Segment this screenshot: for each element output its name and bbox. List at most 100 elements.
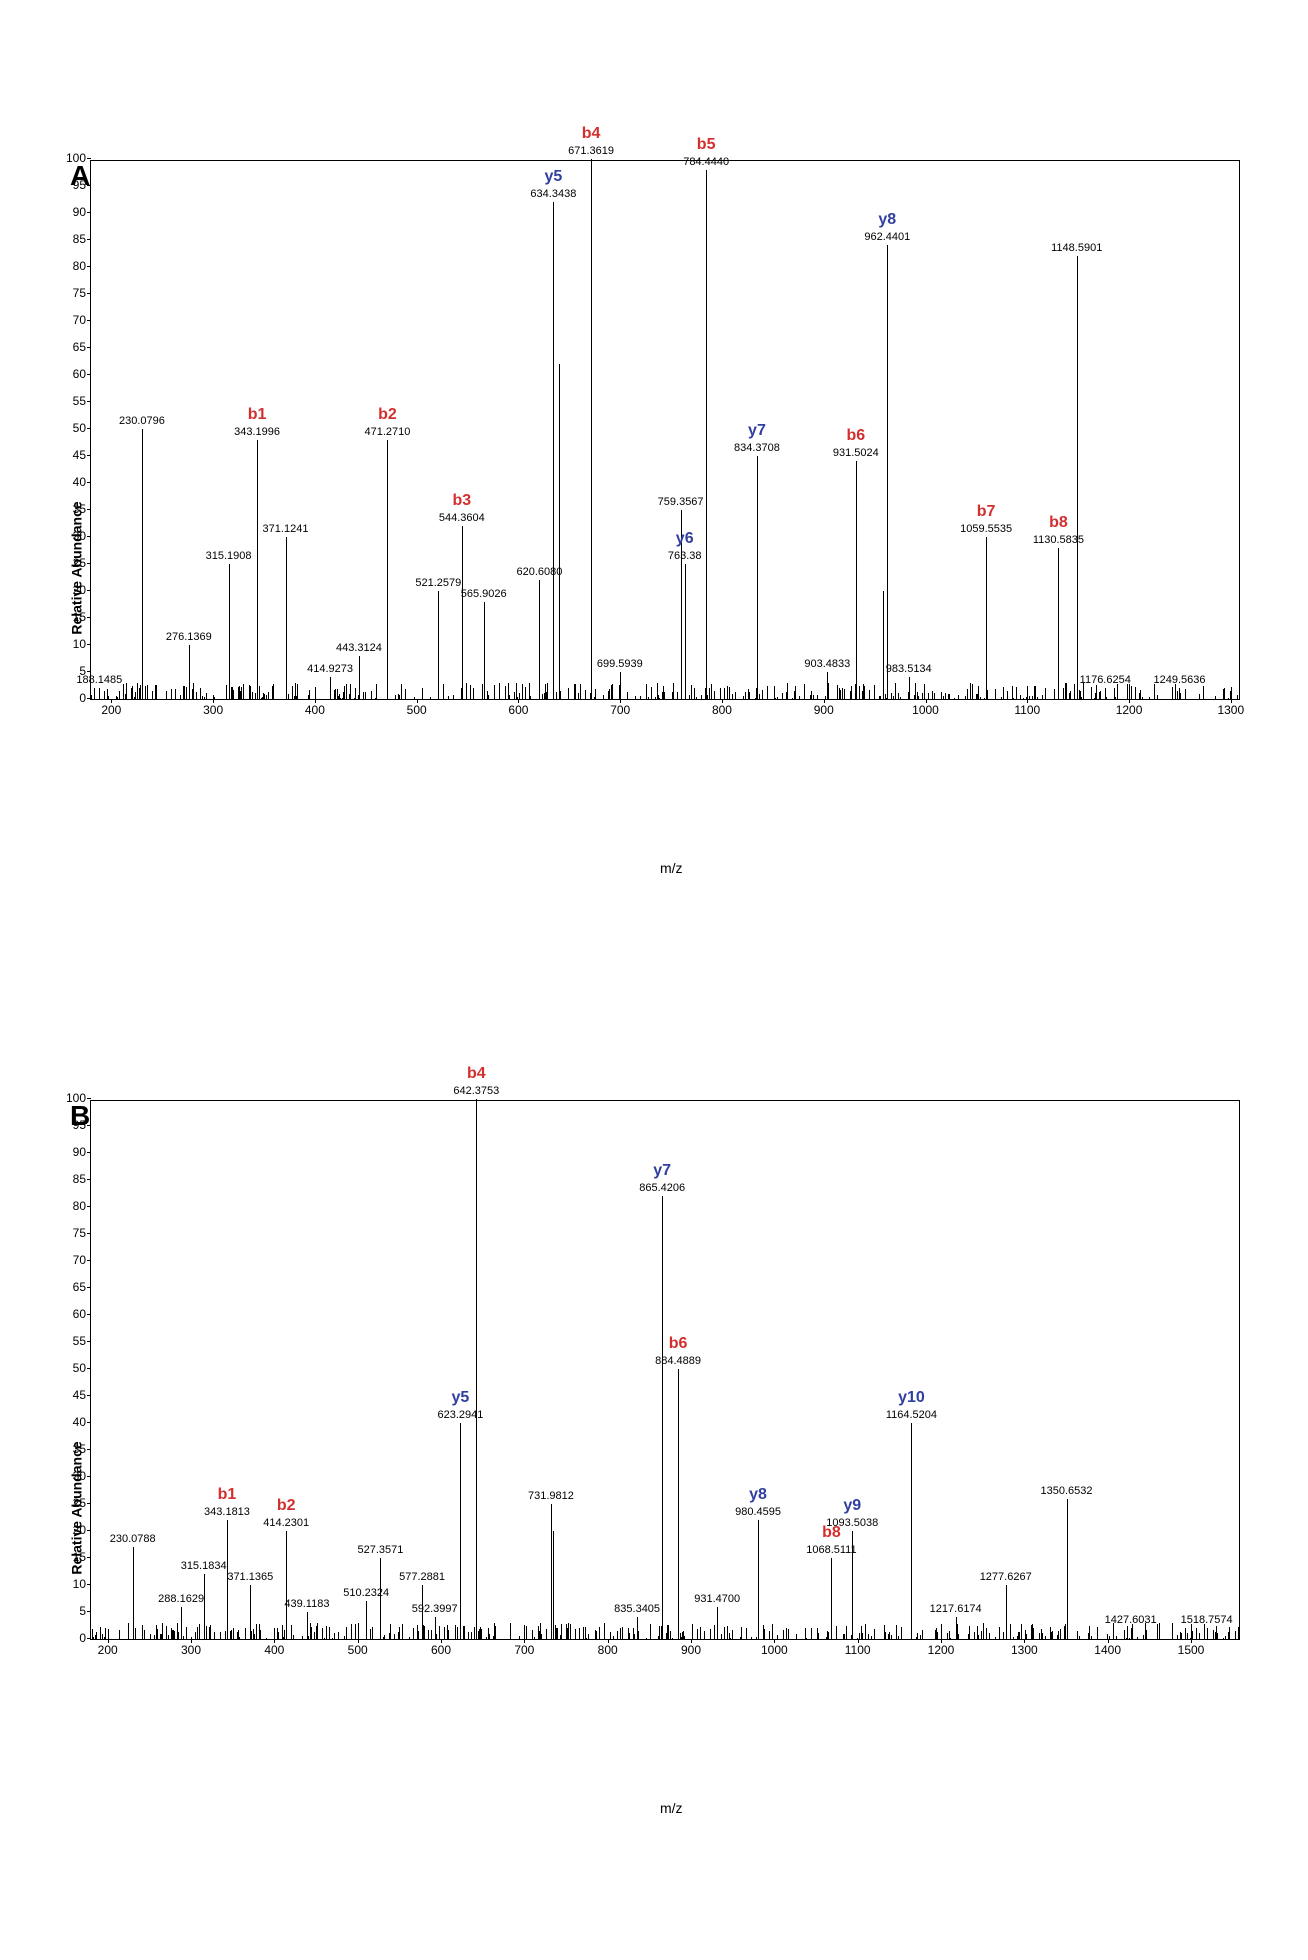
y-tick: 50 [56, 421, 86, 435]
x-tick: 600 [431, 1643, 451, 1657]
spectrum-peak [1006, 1585, 1007, 1639]
x-tick: 200 [101, 703, 121, 717]
x-tick: 1300 [1217, 703, 1244, 717]
spectrum-peak [1067, 1499, 1068, 1639]
peak-mz-label: 371.1241 [263, 523, 309, 535]
ion-annotation: b4 [582, 125, 601, 143]
ion-annotation: y8 [749, 1486, 767, 1504]
ion-annotation: y8 [878, 211, 896, 229]
main-chart-b: 0510152025303540455055606570758085909510… [90, 1100, 1240, 1640]
peak-mz-label: 865.4206 [639, 1182, 685, 1194]
ion-annotation: b6 [846, 427, 865, 445]
peak-mz-label: 784.4440 [683, 156, 729, 168]
peak-mz-label: 230.0796 [119, 415, 165, 427]
ion-annotation: b8 [1049, 514, 1068, 532]
peak-mz-label: 544.3604 [439, 512, 485, 524]
spectrum-peak [438, 591, 439, 699]
spectrum-peak [229, 564, 230, 699]
y-tick: 25 [56, 1496, 86, 1510]
peak-mz-label: 577.2881 [399, 1571, 445, 1583]
spectrum-peak [553, 1531, 554, 1639]
peak-mz-label: 1148.5901 [1051, 242, 1102, 254]
peak-mz-label: 414.9273 [307, 663, 353, 675]
ion-annotation: y7 [653, 1162, 671, 1180]
y-tick: 85 [56, 1172, 86, 1186]
spectrum-peak [476, 1099, 477, 1639]
peak-mz-label: 1518.7574 [1181, 1614, 1233, 1626]
peak-mz-label: 1176.6254 [1080, 674, 1131, 686]
y-tick: 0 [56, 691, 86, 705]
x-tick: 400 [264, 1643, 284, 1657]
spectrum-peak [204, 1574, 205, 1639]
peak-mz-label: 634.3438 [530, 188, 576, 200]
peak-mz-label: 439.1183 [284, 1598, 329, 1610]
y-tick: 35 [56, 1442, 86, 1456]
spectrum-peak [133, 1547, 134, 1639]
x-tick: 1000 [761, 1643, 788, 1657]
y-tick: 100 [56, 1091, 86, 1105]
spectrum-peak [887, 245, 888, 699]
ion-annotation: b5 [697, 136, 716, 154]
x-tick: 700 [610, 703, 630, 717]
peak-mz-label: 642.3753 [453, 1085, 499, 1097]
x-tick: 1100 [1014, 703, 1040, 717]
spectrum-peak [662, 1196, 663, 1639]
x-tick: 600 [508, 703, 528, 717]
peak-mz-label: 443.3124 [336, 642, 382, 654]
y-tick: 40 [56, 475, 86, 489]
peak-mz-label: 565.9026 [461, 588, 507, 600]
y-tick: 55 [56, 394, 86, 408]
spectrum-peak [591, 159, 592, 699]
x-tick: 1400 [1094, 1643, 1121, 1657]
ion-annotation: b6 [669, 1335, 688, 1353]
y-tick: 35 [56, 502, 86, 516]
peak-mz-label: 288.1629 [158, 1593, 204, 1605]
peak-mz-label: 931.4700 [694, 1593, 740, 1605]
y-tick: 75 [56, 1226, 86, 1240]
ion-annotation: y5 [452, 1389, 470, 1407]
y-tick: 60 [56, 1307, 86, 1321]
peak-mz-label: 962.4401 [864, 231, 910, 243]
peak-mz-label: 671.3619 [568, 145, 614, 157]
spectrum-peak [366, 1601, 367, 1639]
y-tick: 65 [56, 340, 86, 354]
y-tick: 30 [56, 1469, 86, 1483]
spectrum-peak [685, 564, 686, 699]
y-tick: 45 [56, 448, 86, 462]
y-tick: 15 [56, 1550, 86, 1564]
spectrum-peak [831, 1558, 832, 1639]
spectrum-peak [462, 526, 463, 699]
peak-mz-label: 315.1908 [206, 550, 252, 562]
x-tick: 300 [203, 703, 223, 717]
x-tick: 400 [305, 703, 325, 717]
x-axis-label-b: m/z [660, 1800, 683, 1816]
spectrum-peak [911, 1423, 912, 1639]
x-tick: 500 [407, 703, 427, 717]
peak-mz-label: 343.1996 [234, 426, 280, 438]
peak-mz-label: 343.1813 [204, 1506, 250, 1518]
spectrum-peak [717, 1607, 718, 1639]
y-tick: 5 [56, 1604, 86, 1618]
peak-mz-label: 884.4889 [655, 1355, 701, 1367]
peak-mz-label: 510.2324 [343, 1587, 389, 1599]
ion-annotation: b1 [248, 406, 267, 424]
y-tick: 70 [56, 1253, 86, 1267]
y-tick: 100 [56, 151, 86, 165]
panel-b: B HCD-MS/MS CID-MS/MS L A L D I E I A T … [40, 1100, 1268, 1900]
spectrum-peak [380, 1558, 381, 1639]
spectrum-peak [706, 170, 707, 699]
y-tick: 80 [56, 259, 86, 273]
x-tick: 1200 [928, 1643, 955, 1657]
spectrum-peak [99, 688, 100, 699]
spectrum-peak [559, 364, 560, 699]
figure-container: A HCD-MS/MS CID-MS/MS L Q A E I F Q A R … [0, 0, 1308, 1960]
y-tick: 55 [56, 1334, 86, 1348]
spectrum-peak [1058, 548, 1059, 699]
peak-mz-label: 834.3708 [734, 442, 780, 454]
panel-a: A HCD-MS/MS CID-MS/MS L Q A E I F Q A R … [40, 160, 1268, 960]
y-tick: 30 [56, 529, 86, 543]
peak-mz-label: 699.5939 [597, 658, 643, 670]
y-tick: 40 [56, 1415, 86, 1429]
x-tick: 900 [814, 703, 834, 717]
ion-annotation: y6 [676, 530, 694, 548]
